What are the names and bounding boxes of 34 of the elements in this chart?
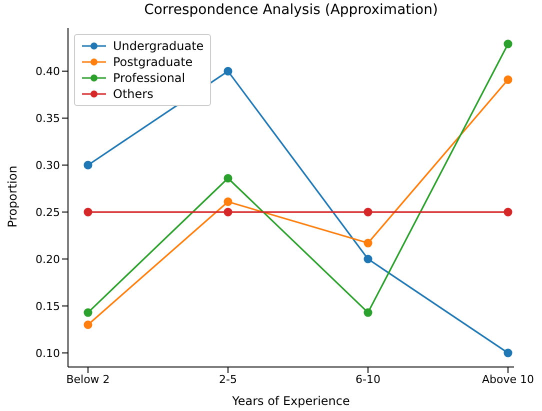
y-tick-label: 0.30 bbox=[36, 159, 60, 172]
point bbox=[84, 308, 92, 317]
point bbox=[84, 320, 92, 330]
legend-label: Professional bbox=[113, 70, 186, 86]
point bbox=[364, 208, 372, 216]
point bbox=[84, 208, 92, 216]
chart-title: Correspondence Analysis (Approximation) bbox=[143, 2, 439, 18]
y-tick-label: 0.40 bbox=[36, 65, 60, 78]
point bbox=[364, 238, 372, 248]
y-tick-label: 0.35 bbox=[36, 112, 60, 126]
legend-label: Others bbox=[113, 86, 154, 102]
point bbox=[504, 348, 512, 358]
point bbox=[84, 160, 92, 170]
y-axis-title: Proportion bbox=[5, 166, 20, 228]
point bbox=[224, 66, 232, 76]
legend-label: Undergraduate bbox=[113, 38, 204, 54]
point bbox=[364, 254, 372, 264]
point bbox=[224, 174, 232, 183]
x-tick-label: 6-10 bbox=[356, 372, 380, 386]
x-tick-label: Below 2 bbox=[66, 372, 110, 386]
point bbox=[504, 75, 512, 84]
y-tick-label: 0.25 bbox=[36, 206, 60, 219]
point bbox=[504, 40, 512, 48]
x-tick-label: 2-5 bbox=[219, 372, 237, 386]
point bbox=[224, 197, 232, 206]
point bbox=[504, 208, 512, 216]
x-tick-label: Above 10 bbox=[482, 372, 534, 386]
legend-label: Postgraduate bbox=[113, 54, 193, 70]
point bbox=[224, 208, 232, 216]
y-tick-label: 0.10 bbox=[36, 346, 60, 360]
y-tick-label: 0.15 bbox=[36, 300, 60, 313]
x-axis-title: Years of Experience bbox=[231, 394, 350, 408]
point bbox=[364, 308, 372, 317]
y-tick-label: 0.20 bbox=[36, 252, 60, 266]
